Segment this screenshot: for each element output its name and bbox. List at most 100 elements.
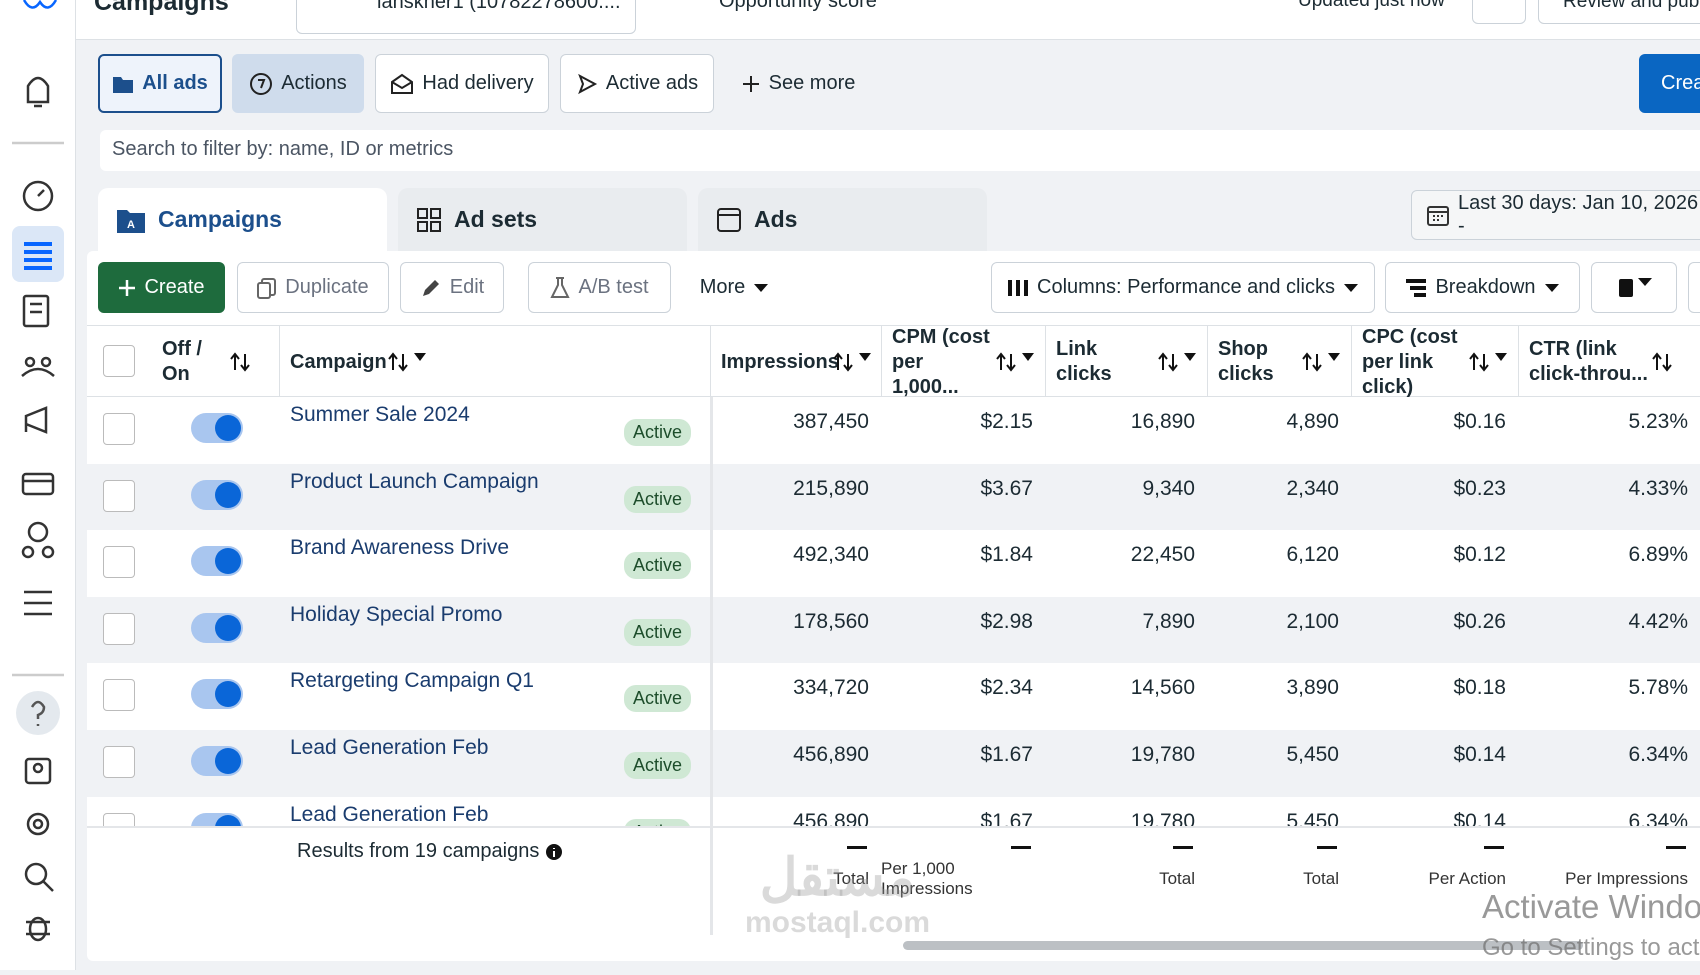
status-toggle[interactable] <box>191 746 243 776</box>
create-top-button[interactable]: Crea <box>1639 54 1700 113</box>
watermark-brand: مستقل mostaql.com <box>745 850 930 940</box>
toolbar-button[interactable]: More <box>689 262 780 313</box>
metric-cell: $0.14 <box>1453 743 1506 766</box>
select-all-checkbox[interactable] <box>103 345 135 377</box>
toolbar-button[interactable]: Breakdown <box>1385 262 1580 313</box>
column-label: CPC (cost per link click) <box>1362 325 1458 398</box>
campaign-name[interactable]: Summer Sale 2024 <box>290 403 470 426</box>
row-checkbox[interactable] <box>103 413 135 445</box>
sort-icon <box>1468 352 1508 372</box>
tab-icon: A <box>116 206 146 234</box>
campaign-name[interactable]: Lead Generation Feb <box>290 736 489 759</box>
status-toggle[interactable] <box>191 612 243 643</box>
row-checkbox[interactable] <box>103 679 135 712</box>
status-toggle[interactable] <box>191 546 243 577</box>
table-body: Summer Sale 2024 Active 387,450 $2.15 16,890… <box>87 397 1700 826</box>
metric-cell: $1.67 <box>980 809 1033 826</box>
tab[interactable]: A Campaigns <box>98 188 387 251</box>
table-footer: Results from 19 campaigns Total Per 1,000 … <box>87 826 1700 935</box>
toolbar-label: A/B test <box>578 276 649 298</box>
toolbar-button[interactable]: Edit <box>400 262 504 313</box>
tab[interactable]: Ad sets <box>398 188 687 251</box>
campaign-name[interactable]: Holiday Special Promo <box>290 602 503 626</box>
metric-cell: 4,890 <box>1286 410 1339 433</box>
row-checkbox[interactable] <box>103 812 135 826</box>
dropdown-caret <box>1343 283 1359 293</box>
row-checkbox[interactable] <box>103 479 135 512</box>
tab[interactable]: Ads <box>698 188 987 251</box>
row-checkbox[interactable] <box>103 612 135 645</box>
metric-cell: $1.67 <box>980 743 1033 766</box>
horizontal-scrollbar[interactable] <box>903 941 1583 950</box>
refresh-button[interactable] <box>1472 0 1526 24</box>
search-box[interactable]: Search to filter by: name, ID or metrics <box>100 130 1700 171</box>
export-button[interactable] <box>1591 262 1677 313</box>
table-row[interactable]: Brand Awareness Drive Active 492,340 $1.84 2… <box>87 530 1700 597</box>
table-row[interactable]: Retargeting Campaign Q1 Active 334,720 $2.3… <box>87 663 1700 730</box>
review-button[interactable]: Review and pub <box>1538 0 1700 24</box>
campaign-name[interactable]: Product Launch Campaign <box>290 469 539 493</box>
filter-label: See more <box>768 72 856 94</box>
metric-cell: $0.12 <box>1453 543 1506 567</box>
row-checkbox[interactable] <box>103 546 135 579</box>
column-header[interactable]: Off / On <box>152 326 279 398</box>
tab-icon <box>716 207 742 233</box>
toggle-knob <box>215 614 241 641</box>
column-header[interactable]: Impressions <box>710 326 881 398</box>
date-range[interactable]: Last 30 days: Jan 10, 2026 - <box>1411 190 1700 240</box>
filter-label: Had delivery <box>422 72 534 94</box>
table-row[interactable]: Product Launch Campaign Active 215,890 $3.6… <box>87 463 1700 531</box>
metric-cell: 22,450 <box>1130 543 1195 567</box>
status-toggle[interactable] <box>191 479 243 510</box>
toolbar-button[interactable]: Create <box>98 262 225 313</box>
summary-note: Per 1,000 Impressions <box>881 859 973 898</box>
metric-cell: 6.89% <box>1628 543 1688 567</box>
summary-dash <box>1011 846 1031 849</box>
results-summary: Results from 19 campaigns <box>297 840 563 863</box>
metric-cell: $1.84 <box>980 543 1033 567</box>
column-header[interactable]: CPC (cost per link click) <box>1351 326 1518 398</box>
campaign-name[interactable]: Lead Generation Feb <box>290 802 489 826</box>
metric-cell: 387,450 <box>793 410 869 433</box>
column-label: Campaign <box>290 350 387 373</box>
toolbar-button[interactable]: Columns: Performance and clicks <box>991 262 1375 313</box>
column-header[interactable]: Campaign <box>279 326 710 398</box>
toggle-knob <box>215 748 241 774</box>
status-badge: Active <box>624 552 692 580</box>
filter-label: Active ads <box>605 72 699 94</box>
column-header[interactable]: Shop clicks <box>1207 326 1351 398</box>
column-header[interactable]: CTR (link click-throu... <box>1518 326 1700 398</box>
filter-button[interactable]: All ads <box>98 54 222 113</box>
metric-cell: $2.15 <box>980 410 1033 433</box>
overflow-button[interactable] <box>1688 262 1700 313</box>
campaign-name[interactable]: Brand Awareness Drive <box>290 536 510 560</box>
table-row[interactable]: Holiday Special Promo Active 178,560 $2.98 7… <box>87 596 1700 664</box>
metric-cell: $0.18 <box>1453 676 1506 700</box>
toolbar-button[interactable]: A/B test <box>528 262 671 313</box>
table-row[interactable]: Summer Sale 2024 Active 387,450 $2.15 16,890… <box>87 397 1700 464</box>
table-row[interactable]: Lead Generation Feb Active 456,890 $1.67 19,… <box>87 730 1700 797</box>
row-checkbox[interactable] <box>103 746 135 778</box>
filter-button[interactable]: Had delivery <box>375 54 549 113</box>
status-toggle[interactable] <box>191 413 243 443</box>
opportunity-score[interactable]: Opportunity score <box>719 0 877 12</box>
account-selector[interactable]: lanskher1 (10782278600.... <box>296 0 636 34</box>
toolbar-icon <box>550 276 571 299</box>
column-header[interactable]: Link clicks <box>1045 326 1207 398</box>
toolbar-button[interactable]: Duplicate <box>237 262 389 313</box>
filter-button[interactable]: Actions <box>232 54 364 113</box>
column-divider <box>710 826 713 935</box>
status-toggle[interactable] <box>191 679 243 710</box>
table-row[interactable]: Lead Generation Feb Active 456,890 $1.67 19,… <box>87 796 1700 826</box>
metric-cell: 5.23% <box>1628 410 1688 433</box>
metric-cell: $2.98 <box>980 609 1033 633</box>
campaign-name[interactable]: Retargeting Campaign Q1 <box>290 669 534 693</box>
filter-button[interactable]: See more <box>740 54 856 113</box>
metric-cell: $0.23 <box>1453 476 1506 500</box>
sort-icon <box>1301 352 1341 372</box>
column-header[interactable]: CPM (cost per 1,000... <box>881 326 1045 398</box>
status-toggle[interactable] <box>191 812 243 826</box>
filter-button[interactable]: Active ads <box>560 54 714 113</box>
metric-cell: 5,450 <box>1286 809 1339 826</box>
filter-icon <box>112 74 134 94</box>
